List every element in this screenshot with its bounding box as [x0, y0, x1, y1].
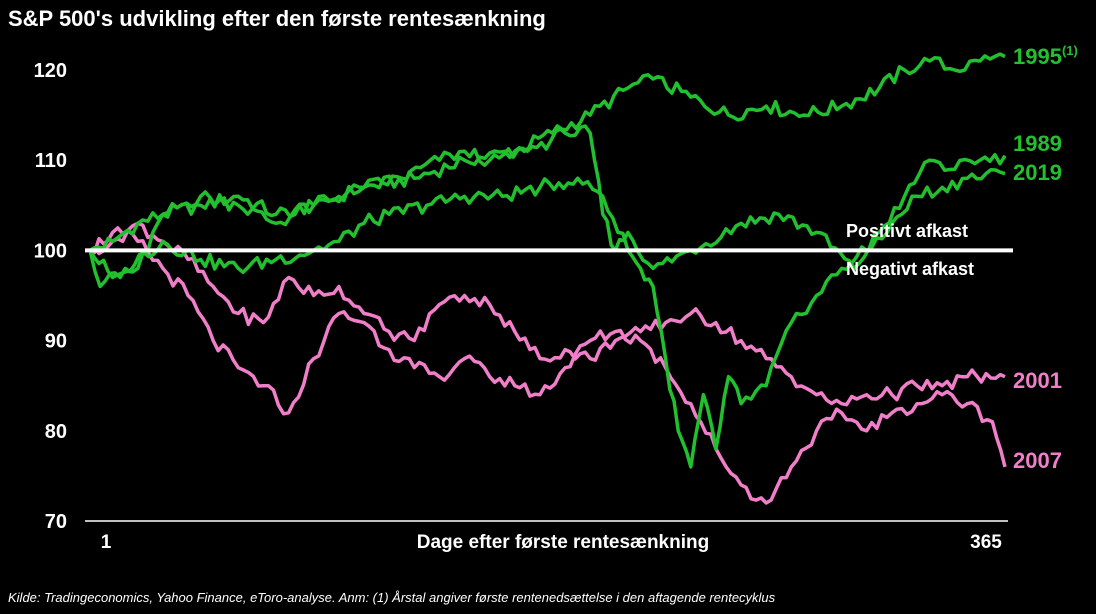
positive-return-label: Positivt afkast	[846, 221, 968, 241]
chart-title: S&P 500's udvikling efter den første ren…	[8, 6, 546, 31]
x-tick-first: 1	[101, 532, 112, 553]
series-line-1989	[88, 124, 1007, 280]
source-note: Kilde: Tradingeconomics, Yahoo Finance, …	[8, 590, 776, 605]
series-label-1995: 1995(1)	[1013, 43, 1078, 69]
negative-return-label: Negativt afkast	[846, 259, 974, 279]
series-label-1989: 1989	[1013, 131, 1062, 156]
series-footnote-marker: (1)	[1062, 43, 1078, 58]
series-lines	[88, 52, 1007, 505]
y-tick-label: 120	[34, 60, 67, 82]
series-labels: 1995(1) 1989 2019 2001 2007	[1013, 43, 1078, 473]
series-line-2001	[89, 221, 1006, 407]
series-line-2019	[88, 168, 1006, 469]
y-tick-label: 80	[45, 421, 67, 443]
y-tick-label: 110	[35, 150, 67, 172]
x-tick-last: 365	[970, 532, 1002, 553]
y-tick-label: 100	[34, 240, 67, 262]
y-tick-label: 70	[45, 511, 67, 533]
series-label-2007: 2007	[1013, 448, 1062, 473]
series-line-1995	[89, 52, 1006, 252]
series-label-2019: 2019	[1013, 160, 1062, 185]
y-axis-ticks: 70 80 90 100 110 120	[34, 60, 67, 533]
y-tick-label: 90	[45, 331, 67, 353]
series-line-2007	[89, 226, 1007, 505]
series-label-2001: 2001	[1013, 368, 1062, 393]
x-axis-label: Dage efter første rentesænkning	[417, 532, 709, 553]
